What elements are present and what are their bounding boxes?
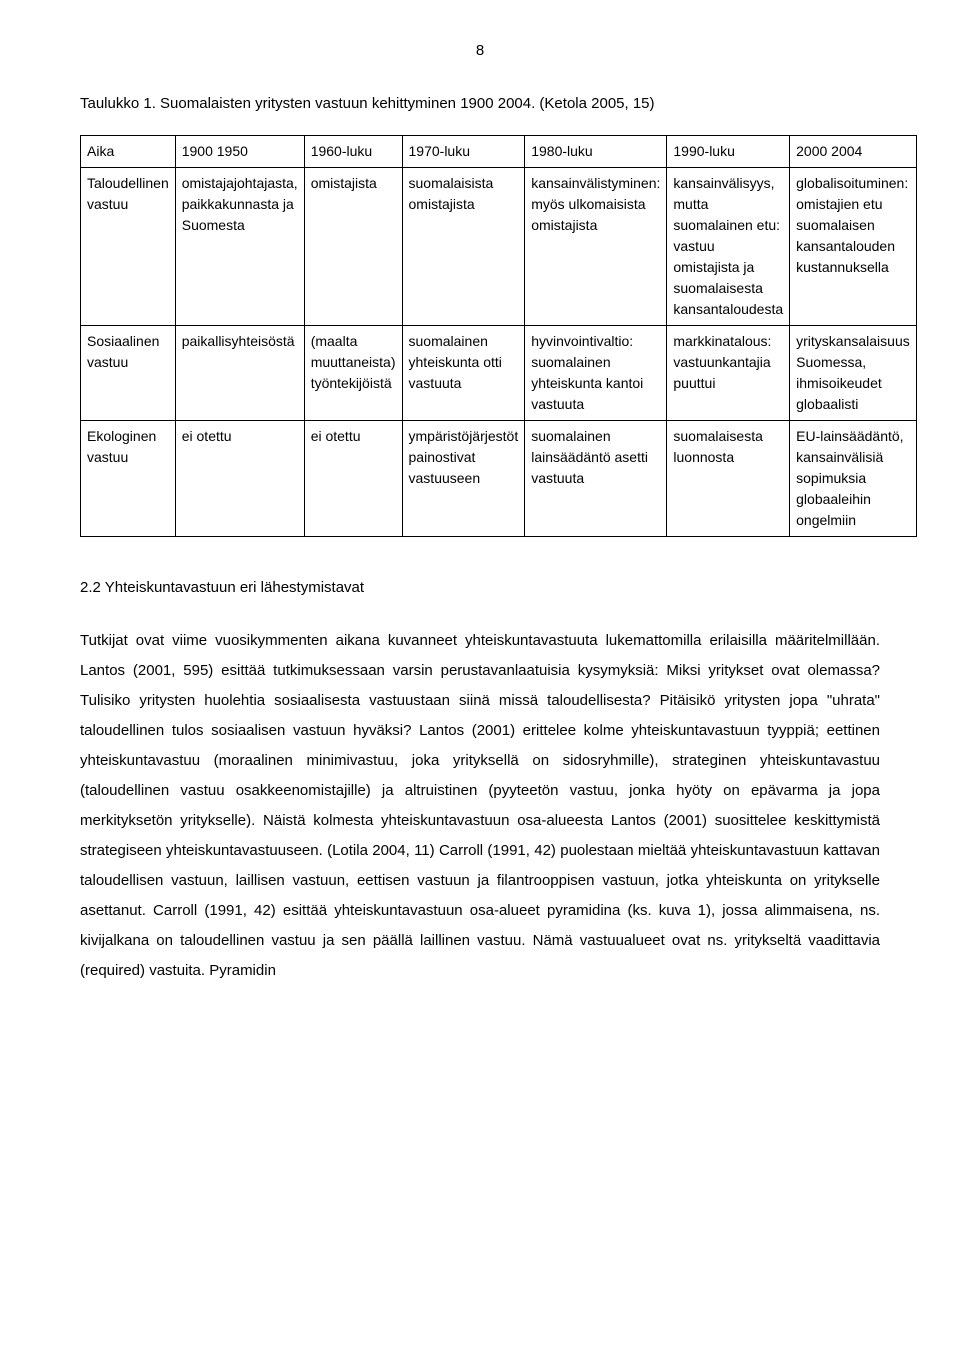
col-header: 1960-luku — [304, 136, 402, 168]
table-row: Sosiaalinen vastuu paikallisyhteisöstä (… — [81, 326, 917, 421]
section-heading: 2.2 Yhteiskuntavastuun eri lähestymistav… — [80, 577, 880, 600]
data-table: Aika 1900 1950 1960-luku 1970-luku 1980-… — [80, 135, 917, 537]
page-number: 8 — [80, 40, 880, 63]
table-row: Taloudellinen vastuu omistajajohtajasta,… — [81, 168, 917, 326]
cell: EU-lainsäädäntö, kansainvälisiä sopimuks… — [790, 421, 917, 537]
cell: yrityskansalaisuus Suomessa, ihmisoikeud… — [790, 326, 917, 421]
col-header: 1900 1950 — [175, 136, 304, 168]
cell: suomalainen lainsäädäntö asetti vastuuta — [525, 421, 667, 537]
body-paragraph: Tutkijat ovat viime vuosikymmenten aikan… — [80, 626, 880, 986]
cell: ei otettu — [175, 421, 304, 537]
cell: omistajista — [304, 168, 402, 326]
col-header: 1980-luku — [525, 136, 667, 168]
row-label: Taloudellinen vastuu — [81, 168, 176, 326]
cell: (maalta muuttaneista) työntekijöistä — [304, 326, 402, 421]
table-header-row: Aika 1900 1950 1960-luku 1970-luku 1980-… — [81, 136, 917, 168]
cell: kansainvälistyminen: myös ulkomaisista o… — [525, 168, 667, 326]
table-row: Ekologinen vastuu ei otettu ei otettu ym… — [81, 421, 917, 537]
cell: markkinatalous: vastuunkantajia puuttui — [667, 326, 790, 421]
col-header: Aika — [81, 136, 176, 168]
col-header: 1990-luku — [667, 136, 790, 168]
cell: kansainvälisyys, mutta suomalainen etu: … — [667, 168, 790, 326]
col-header: 1970-luku — [402, 136, 525, 168]
cell: suomalainen yhteiskunta otti vastuuta — [402, 326, 525, 421]
table-caption: Taulukko 1. Suomalaisten yritysten vastu… — [80, 93, 880, 116]
cell: suomalaisista omistajista — [402, 168, 525, 326]
cell: ei otettu — [304, 421, 402, 537]
row-label: Ekologinen vastuu — [81, 421, 176, 537]
cell: globalisoituminen: omistajien etu suomal… — [790, 168, 917, 326]
cell: ympäristöjärjestöt painostivat vastuusee… — [402, 421, 525, 537]
col-header: 2000 2004 — [790, 136, 917, 168]
cell: paikallisyhteisöstä — [175, 326, 304, 421]
cell: omistajajohtajasta, paikkakunnasta ja Su… — [175, 168, 304, 326]
row-label: Sosiaalinen vastuu — [81, 326, 176, 421]
cell: suomalaisesta luonnosta — [667, 421, 790, 537]
cell: hyvinvointivaltio: suomalainen yhteiskun… — [525, 326, 667, 421]
